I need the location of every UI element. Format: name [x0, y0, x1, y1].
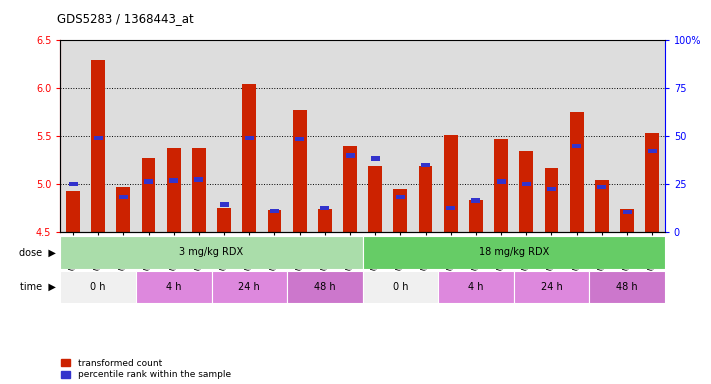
- Bar: [144, 179, 153, 184]
- Bar: [444, 136, 458, 232]
- Bar: [68, 182, 77, 187]
- Bar: [514, 271, 589, 303]
- Bar: [242, 84, 256, 232]
- Bar: [648, 149, 657, 153]
- Bar: [194, 177, 203, 182]
- Text: dose  ▶: dose ▶: [18, 247, 55, 258]
- Bar: [469, 200, 483, 232]
- Bar: [287, 271, 363, 303]
- Bar: [343, 146, 357, 232]
- Bar: [60, 271, 136, 303]
- Bar: [295, 137, 304, 141]
- Text: 4 h: 4 h: [166, 282, 181, 292]
- Bar: [370, 156, 380, 161]
- Text: 48 h: 48 h: [616, 282, 638, 292]
- Bar: [519, 151, 533, 232]
- Bar: [494, 139, 508, 232]
- Bar: [94, 136, 102, 141]
- Bar: [321, 206, 329, 210]
- Bar: [267, 210, 282, 232]
- Bar: [496, 179, 506, 184]
- Bar: [447, 206, 455, 210]
- Bar: [646, 133, 659, 232]
- Bar: [270, 209, 279, 214]
- Bar: [597, 185, 606, 189]
- Text: 4 h: 4 h: [468, 282, 483, 292]
- Bar: [438, 271, 514, 303]
- Bar: [318, 209, 332, 232]
- Bar: [293, 111, 306, 232]
- Bar: [396, 195, 405, 199]
- Bar: [471, 199, 481, 203]
- Bar: [117, 187, 130, 232]
- Text: time  ▶: time ▶: [20, 282, 55, 292]
- Bar: [212, 271, 287, 303]
- Bar: [245, 136, 254, 141]
- Bar: [66, 191, 80, 232]
- Text: 0 h: 0 h: [392, 282, 408, 292]
- Bar: [572, 144, 581, 148]
- Bar: [169, 178, 178, 183]
- Bar: [547, 187, 556, 191]
- Legend: transformed count, percentile rank within the sample: transformed count, percentile rank withi…: [61, 359, 231, 379]
- Text: 24 h: 24 h: [238, 282, 260, 292]
- Bar: [393, 189, 407, 232]
- Bar: [192, 148, 206, 232]
- Bar: [217, 208, 231, 232]
- Bar: [167, 148, 181, 232]
- Text: 0 h: 0 h: [90, 282, 106, 292]
- Bar: [595, 180, 609, 232]
- Text: GDS5283 / 1368443_at: GDS5283 / 1368443_at: [57, 12, 193, 25]
- Text: 3 mg/kg RDX: 3 mg/kg RDX: [179, 247, 244, 258]
- Text: 24 h: 24 h: [540, 282, 562, 292]
- Bar: [570, 112, 584, 232]
- Bar: [589, 271, 665, 303]
- Text: 48 h: 48 h: [314, 282, 336, 292]
- Bar: [421, 163, 430, 167]
- Bar: [220, 202, 229, 207]
- Bar: [141, 159, 156, 232]
- Bar: [60, 236, 363, 269]
- Bar: [522, 182, 531, 187]
- Bar: [363, 271, 438, 303]
- Bar: [346, 153, 355, 158]
- Bar: [620, 209, 634, 232]
- Text: 18 mg/kg RDX: 18 mg/kg RDX: [479, 247, 549, 258]
- Bar: [136, 271, 212, 303]
- Bar: [91, 60, 105, 232]
- Bar: [419, 166, 432, 232]
- Bar: [623, 210, 631, 214]
- Bar: [545, 168, 558, 232]
- Bar: [363, 236, 665, 269]
- Bar: [119, 195, 128, 199]
- Bar: [368, 166, 382, 232]
